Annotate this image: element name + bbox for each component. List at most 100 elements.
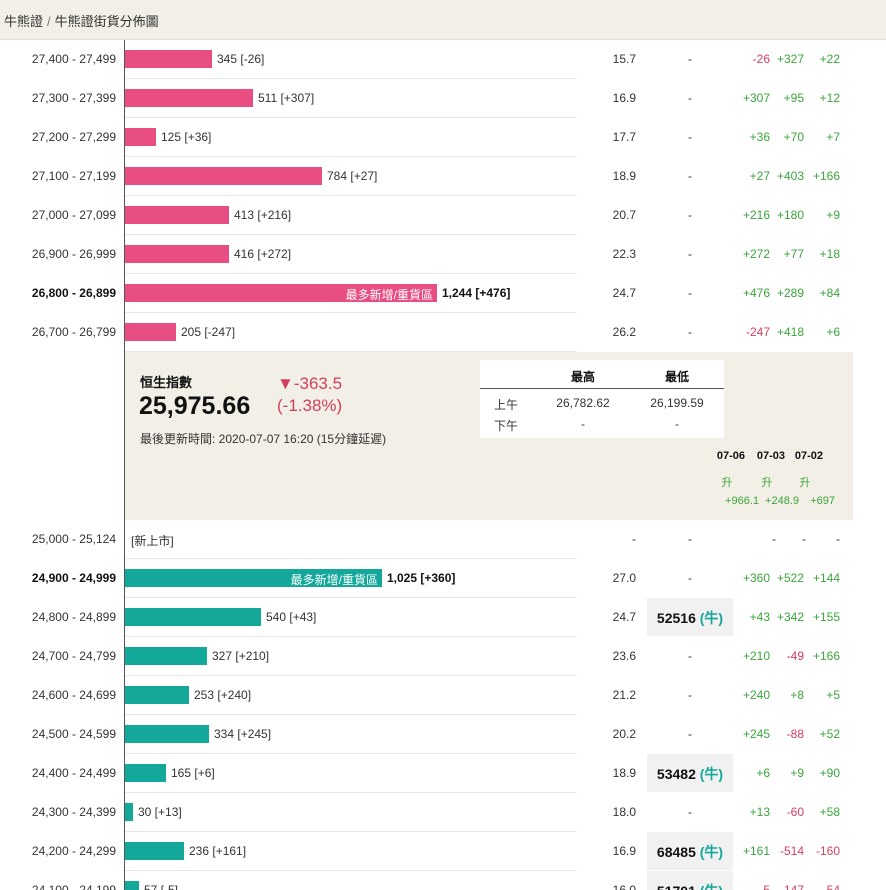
distribution-row: 27,000 - 27,099 413 [+216] 20.7 - +216 +180 +9 — [0, 196, 886, 235]
breadcrumb-home-link[interactable]: 牛熊證 — [4, 14, 44, 29]
distribution-row: 26,900 - 26,999 416 [+272] 22.3 - +272 +77 +18 — [0, 235, 886, 274]
cbbc-code[interactable]: 68485 (牛) — [656, 844, 724, 860]
breadcrumb: 牛熊證 / 牛熊證街貨分佈圖 — [4, 11, 159, 30]
cbbc-code[interactable]: 53482 (牛) — [656, 766, 724, 782]
change-day1: +210 — [742, 649, 770, 663]
price-value: 23.6 — [612, 649, 636, 663]
table-divider — [480, 388, 724, 389]
distribution-row: 26,800 - 26,899 最多新增/重貨區 1,244 [+476] 24.7 -… — [0, 274, 886, 313]
range-label: 24,800 - 24,899 — [31, 610, 116, 624]
chart-axis-line — [124, 40, 125, 890]
heavy-zone-tag: 最多新增/重貨區 — [290, 573, 378, 587]
range-label: 27,100 - 27,199 — [31, 169, 116, 183]
cbbc-code[interactable]: 51701 (牛) — [657, 881, 723, 890]
index-change: ▼-363.5 (-1.38%) — [277, 373, 342, 417]
nearest-cbbc-value: - — [688, 649, 692, 663]
change-day3: +52 — [819, 727, 840, 741]
bar-count-label: 30 [+13] — [138, 805, 182, 819]
change-day3: - — [836, 532, 840, 546]
breadcrumb-current: 牛熊證街貨分佈圖 — [54, 14, 159, 29]
change-day3: +12 — [819, 91, 840, 105]
bar-count-label: 334 [+245] — [214, 727, 272, 741]
am-high: 26,782.62 — [556, 396, 610, 410]
change-day1: +161 — [742, 844, 770, 858]
bar-count-label: 236 [+161] — [189, 844, 247, 858]
index-value: 25,975.66 — [139, 392, 251, 420]
range-label: 24,300 - 24,399 — [31, 805, 116, 819]
last-update-time: 最後更新時間: 2020-07-07 16:20 (15分鐘延遲) — [140, 432, 387, 446]
nearest-cbbc: - — [647, 118, 733, 156]
row-divider — [125, 831, 577, 832]
range-label: 27,400 - 27,499 — [31, 52, 116, 66]
nearest-cbbc-value: - — [688, 688, 692, 702]
cbbc-type-tag: (牛) — [699, 766, 724, 782]
nearest-cbbc-value: - — [688, 208, 692, 222]
nearest-cbbc: - — [647, 274, 733, 312]
change-day1: - — [772, 532, 776, 546]
bear-bar — [125, 764, 166, 782]
bear-bar — [125, 881, 139, 890]
nearest-cbbc: 68485 (牛) — [647, 832, 733, 870]
range-label: 24,600 - 24,699 — [31, 688, 116, 702]
nearest-cbbc-value: - — [688, 286, 692, 300]
index-change-percent: (-1.38%) — [277, 396, 343, 415]
range-label: 26,700 - 26,799 — [31, 325, 116, 339]
history-date: 07-06 — [716, 450, 745, 462]
price-value: 18.0 — [612, 805, 636, 819]
bull-bar — [125, 50, 212, 68]
change-day2: +403 — [776, 169, 804, 183]
row-divider — [125, 78, 577, 79]
am-low: 26,199.59 — [650, 396, 704, 410]
price-value: 20.2 — [612, 727, 636, 741]
change-day3: +166 — [812, 649, 840, 663]
bar-count-label: 540 [+43] — [266, 610, 317, 624]
range-label: 24,500 - 24,599 — [31, 727, 116, 741]
nearest-cbbc-value: - — [688, 805, 692, 819]
bar-count-label: 165 [+6] — [171, 766, 215, 780]
cbbc-type-tag: (牛) — [699, 844, 724, 860]
change-day1: +13 — [749, 805, 770, 819]
change-day2: - — [802, 532, 806, 546]
change-day2: +9 — [790, 766, 804, 780]
price-value: - — [632, 532, 636, 546]
change-day3: -54 — [822, 883, 840, 890]
bull-bar — [125, 128, 156, 146]
change-day2: -514 — [779, 844, 804, 858]
change-day2: -147 — [779, 883, 804, 890]
range-label: 27,200 - 27,299 — [31, 130, 116, 144]
price-value: 21.2 — [612, 688, 636, 702]
row-divider — [125, 714, 577, 715]
change-day2: +95 — [783, 91, 804, 105]
low-header: 最低 — [664, 370, 689, 384]
row-divider — [125, 312, 577, 313]
nearest-cbbc: - — [647, 235, 733, 273]
bar-count-label: 1,244 [+476] — [442, 286, 511, 300]
bar-count-label: 205 [-247] — [181, 325, 236, 339]
price-value: 26.2 — [612, 325, 636, 339]
bull-bar — [125, 245, 229, 263]
new-listing-row: 25,000 - 25,124 [新上市] - - - - - — [0, 520, 886, 559]
price-value: 27.0 — [612, 571, 636, 585]
nearest-cbbc-value: - — [688, 52, 692, 66]
change-day1: +360 — [742, 571, 770, 585]
cbbc-code[interactable]: 52516 (牛) — [656, 610, 724, 626]
nearest-cbbc-value: - — [688, 571, 692, 585]
distribution-row: 27,100 - 27,199 784 [+27] 18.9 - +27 +403 +166 — [0, 157, 886, 196]
index-name: 恒生指數 — [140, 375, 193, 390]
history-direction: 升 — [761, 477, 773, 489]
high-low-table: 最高 最低 上午 下午 26,782.62 26,199.59 - - — [480, 360, 724, 438]
nearest-cbbc-value: - — [688, 169, 692, 183]
bull-bar — [125, 206, 229, 224]
range-label: 27,300 - 27,399 — [31, 91, 116, 105]
bull-bar — [125, 89, 253, 107]
nearest-cbbc: - — [647, 196, 733, 234]
bar-count-label: 413 [+216] — [234, 208, 292, 222]
bear-bar — [125, 803, 133, 821]
nearest-cbbc: - — [647, 157, 733, 195]
row-divider — [125, 351, 577, 352]
new-listing-tag: [新上市] — [131, 534, 174, 548]
distribution-row: 27,200 - 27,299 125 [+36] 17.7 - +36 +70 +7 — [0, 118, 886, 157]
distribution-row: 24,400 - 24,499 165 [+6] 18.9 53482 (牛) +6 +9… — [0, 754, 886, 793]
index-info-panel: 恒生指數 25,975.66 ▼-363.5 (-1.38%) 最後更新時間: … — [125, 352, 853, 520]
bear-bar — [125, 647, 207, 665]
